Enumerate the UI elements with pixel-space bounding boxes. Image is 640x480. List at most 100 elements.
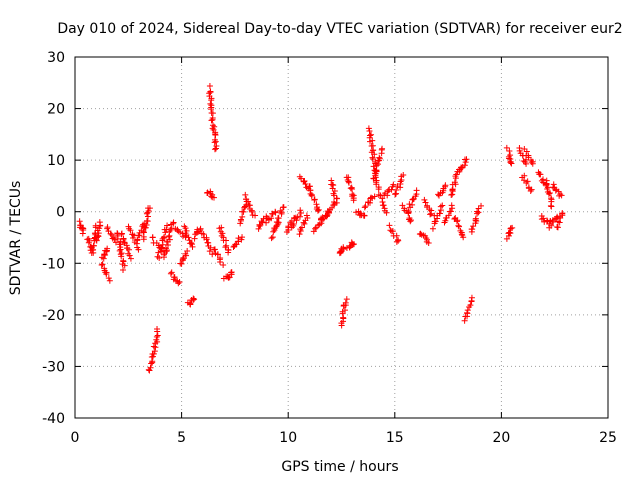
data-series-segment xyxy=(353,208,368,219)
data-point xyxy=(208,97,215,104)
y-tick-label: -30 xyxy=(42,359,65,375)
data-point xyxy=(296,213,303,220)
data-point xyxy=(320,215,327,222)
data-point xyxy=(409,196,416,203)
data-point xyxy=(508,160,515,167)
data-point xyxy=(474,208,481,215)
data-point xyxy=(209,251,216,258)
data-point xyxy=(371,151,378,158)
data-point xyxy=(171,274,178,281)
data-point xyxy=(248,208,255,215)
data-series-segment xyxy=(140,205,153,243)
data-point xyxy=(114,235,121,242)
y-tick-label: 0 xyxy=(56,205,65,221)
data-series-segment xyxy=(361,193,378,211)
data-point xyxy=(389,228,396,235)
data-point xyxy=(545,190,552,197)
x-tick-label: 25 xyxy=(599,430,617,446)
data-point xyxy=(333,199,340,206)
data-point xyxy=(290,220,297,227)
data-series-segment xyxy=(386,222,402,245)
data-point xyxy=(379,202,386,209)
data-point xyxy=(556,219,563,226)
y-tick-label: -10 xyxy=(42,256,65,272)
data-series-segment xyxy=(343,174,357,204)
data-series-segment xyxy=(503,224,516,242)
data-point xyxy=(368,131,375,138)
data-series-segment xyxy=(145,325,161,374)
data-point xyxy=(469,226,476,233)
data-series-segment xyxy=(365,125,382,191)
data-point xyxy=(448,202,455,209)
data-series-segment xyxy=(392,172,407,198)
data-point xyxy=(421,196,428,203)
data-point xyxy=(242,191,249,198)
plot-frame xyxy=(74,56,609,419)
data-point xyxy=(208,117,215,124)
data-point xyxy=(428,210,435,217)
data-point xyxy=(350,241,357,248)
data-point xyxy=(548,222,555,229)
data-point xyxy=(206,83,213,90)
data-point xyxy=(272,209,279,216)
data-point xyxy=(463,156,470,163)
data-point xyxy=(451,179,458,186)
data-point xyxy=(314,207,321,214)
data-point xyxy=(521,145,528,152)
data-point xyxy=(259,219,266,226)
data-series-segment xyxy=(154,222,171,261)
data-point xyxy=(552,187,559,194)
data-point xyxy=(226,274,233,281)
data-series-segment xyxy=(89,222,99,256)
data-point xyxy=(442,183,449,190)
data-point xyxy=(146,205,153,212)
data-point xyxy=(349,241,356,248)
data-point xyxy=(118,230,125,237)
data-point xyxy=(255,225,262,232)
data-point xyxy=(330,202,337,209)
data-point xyxy=(273,218,280,225)
data-point xyxy=(151,348,158,355)
y-tick-label: 30 xyxy=(47,50,65,66)
data-point xyxy=(461,162,468,169)
data-point xyxy=(546,190,553,197)
data-point xyxy=(188,239,195,246)
data-point xyxy=(458,165,465,172)
data-point xyxy=(384,192,391,199)
data-point xyxy=(167,270,174,277)
data-point xyxy=(529,160,536,167)
data-point xyxy=(306,183,313,190)
data-point xyxy=(175,280,182,287)
data-series-segment xyxy=(242,191,259,219)
data-point xyxy=(127,227,134,234)
data-point xyxy=(503,144,510,151)
data-point xyxy=(390,181,397,188)
data-point xyxy=(223,242,230,249)
data-point xyxy=(239,234,246,241)
data-series-segment xyxy=(114,230,128,273)
data-point xyxy=(528,186,535,193)
data-point xyxy=(217,259,224,266)
data-series-segment xyxy=(535,169,550,189)
data-point xyxy=(424,202,431,209)
data-point xyxy=(455,222,462,229)
data-point xyxy=(149,234,156,241)
data-point xyxy=(400,172,407,179)
y-tick-label: -20 xyxy=(42,308,65,324)
data-series-segment xyxy=(306,183,322,214)
data-point xyxy=(105,275,112,282)
data-point xyxy=(370,163,377,170)
data-point xyxy=(537,171,544,178)
data-series-segment xyxy=(375,186,390,216)
x-tick-label: 10 xyxy=(279,430,297,446)
data-point xyxy=(268,215,275,222)
data-point xyxy=(523,160,530,167)
data-point xyxy=(103,271,110,278)
data-point xyxy=(453,171,460,178)
data-point xyxy=(237,216,244,223)
data-point xyxy=(547,202,554,209)
y-tick-label: 20 xyxy=(47,102,65,118)
data-point xyxy=(409,201,416,208)
data-point xyxy=(460,234,467,241)
data-point xyxy=(191,235,198,242)
